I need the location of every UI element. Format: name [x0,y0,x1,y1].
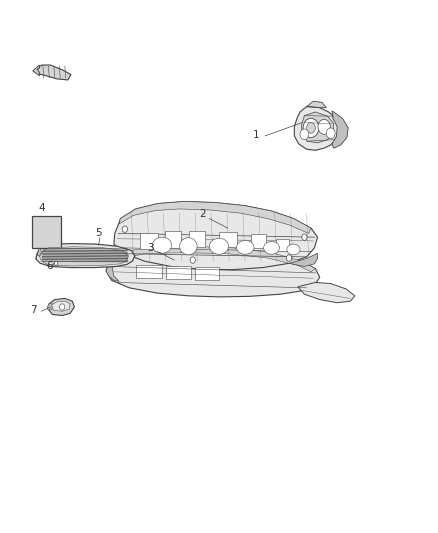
Circle shape [302,234,307,240]
FancyBboxPatch shape [32,216,61,248]
Ellipse shape [287,244,300,255]
Text: 5: 5 [95,228,102,238]
Text: 3: 3 [147,243,153,253]
FancyBboxPatch shape [166,266,191,279]
Ellipse shape [180,238,197,255]
Text: 6: 6 [46,261,53,271]
Polygon shape [110,246,315,272]
Circle shape [60,304,65,310]
Polygon shape [289,253,318,266]
Polygon shape [106,246,320,297]
Polygon shape [294,107,339,150]
Polygon shape [298,282,355,303]
Circle shape [54,261,58,265]
FancyBboxPatch shape [219,232,237,247]
Text: 7: 7 [30,305,36,315]
Circle shape [190,257,195,263]
Polygon shape [47,304,53,310]
Polygon shape [37,65,71,80]
Polygon shape [114,201,318,270]
Polygon shape [48,298,74,316]
Polygon shape [52,301,70,311]
FancyBboxPatch shape [276,239,289,251]
Circle shape [286,255,292,261]
Polygon shape [36,248,42,259]
Ellipse shape [152,237,172,253]
FancyBboxPatch shape [140,233,158,249]
Polygon shape [33,65,39,76]
Text: 1: 1 [253,130,260,140]
Ellipse shape [264,241,279,254]
FancyBboxPatch shape [166,231,180,248]
Polygon shape [39,247,129,266]
Ellipse shape [209,238,229,254]
Ellipse shape [237,240,254,254]
FancyBboxPatch shape [195,267,219,280]
Circle shape [303,118,319,138]
Polygon shape [307,101,326,108]
Text: 2: 2 [199,209,206,219]
Circle shape [326,128,335,139]
Circle shape [300,129,309,140]
Polygon shape [332,111,348,148]
Circle shape [307,123,315,133]
FancyBboxPatch shape [136,265,162,278]
FancyBboxPatch shape [251,234,266,247]
Circle shape [122,226,127,232]
Text: 4: 4 [38,203,45,213]
Polygon shape [36,244,135,268]
Polygon shape [119,201,311,233]
Polygon shape [106,257,119,281]
Polygon shape [301,112,334,143]
Circle shape [318,119,330,134]
FancyBboxPatch shape [189,231,205,247]
